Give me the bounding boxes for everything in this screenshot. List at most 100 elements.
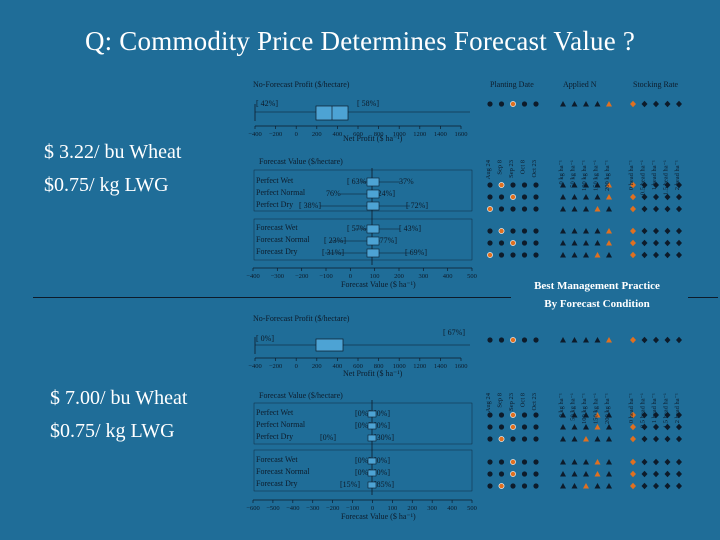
bottom-fv-planting-marker	[521, 424, 528, 430]
best-management-line1: Best Management Practice	[534, 280, 660, 292]
top-lwg-price: $0.75/ kg LWG	[44, 174, 169, 196]
top-fv-stocking-marker	[676, 193, 682, 201]
bottom-fv-nitrogen-marker	[560, 459, 566, 465]
bottom-nitrogen-label: 150 kg ha⁻¹	[593, 393, 600, 424]
top-fv-axis-tick-label: 500	[467, 273, 477, 280]
top-nf-stocking-marker	[653, 100, 659, 108]
bottom-fv-planting-marker	[533, 483, 539, 489]
top-fv-planting-marker	[521, 228, 528, 234]
bottom-nitrogen-label: 200 kg ha⁻¹	[604, 393, 611, 424]
bottom-nf-axis-tick-label: 600	[353, 363, 363, 370]
bottom-fv-stocking-marker	[653, 458, 659, 466]
top-nf-stocking-marker	[664, 100, 671, 108]
bottom-perfect-pct-1: [0%]	[374, 409, 390, 418]
top-fv-nitrogen-marker	[583, 228, 589, 234]
bottom-fv-planting-marker	[498, 412, 505, 418]
top-fv-axis-tick-label: 0	[349, 273, 352, 280]
top-forecast-pct-5: [ 69%]	[405, 248, 427, 257]
bottom-fv-axis-tick-label: 200	[407, 505, 417, 512]
top-stocking-label: 2 head ha⁻¹	[674, 160, 681, 190]
bottom-fv-planting-marker	[498, 459, 505, 465]
top-fv-stocking-marker	[664, 251, 671, 259]
bottom-fv-nitrogen-marker	[560, 471, 566, 477]
bottom-fv-nitrogen-marker	[571, 459, 578, 465]
bottom-lwg-price: $0.75/ kg LWG	[50, 420, 175, 442]
bottom-fv-nitrogen-marker	[583, 424, 589, 430]
top-fv-stocking-marker	[630, 251, 636, 259]
top-fv-stocking-marker	[664, 205, 671, 213]
top-fv-axis-tick-label: 200	[394, 273, 404, 280]
bottom-nf-nitrogen-marker	[571, 337, 578, 343]
top-nitrogen-label: 0 kg ha⁻¹	[558, 160, 565, 185]
bottom-fv-stocking-marker	[641, 470, 648, 478]
bottom-nf-axis-tick-label: 1400	[434, 363, 447, 370]
bottom-stocking-label: 0.5 head ha⁻¹	[640, 393, 647, 428]
top-fv-planting-marker	[510, 182, 516, 188]
bottom-nf-axis-tick-label: 800	[374, 363, 384, 370]
bottom-nf-stocking-marker	[630, 336, 636, 344]
top-nf-pct-right: [ 58%]	[357, 99, 379, 108]
bottom-fv-axis-tick-label: 100	[387, 505, 397, 512]
top-fv-stocking-marker	[630, 239, 636, 247]
bottom-forecast-pct-4: [15%]	[340, 480, 360, 489]
top-nf-nitrogen-marker	[594, 101, 601, 107]
bottom-nf-stocking-marker	[664, 336, 671, 344]
top-fv-planting-marker	[521, 206, 528, 212]
bottom-fv-nitrogen-marker	[571, 483, 578, 489]
top-fv-axis-tick-label: 300	[418, 273, 428, 280]
bottom-fv-stocking-marker	[630, 411, 636, 419]
top-fv-nitrogen-marker	[583, 194, 589, 200]
bottom-fv-stocking-marker	[676, 423, 682, 431]
top-fv-stocking-marker	[664, 193, 671, 201]
bottom-nf-nitrogen-marker	[560, 337, 566, 343]
top-nf-planting-marker	[498, 101, 505, 107]
top-fv-stocking-marker	[630, 181, 636, 189]
top-fv-planting-marker	[521, 252, 528, 258]
top-nf-planting-marker	[521, 101, 528, 107]
bottom-fv-stocking-marker	[676, 470, 682, 478]
bottom-fv-axis-tick-label: −200	[326, 505, 339, 512]
bottom-fv-nitrogen-marker	[583, 412, 589, 418]
top-nitrogen-label: 150 kg ha⁻¹	[593, 160, 600, 191]
top-fv-nitrogen-marker	[606, 182, 612, 188]
bottom-fv-nitrogen-marker	[583, 483, 589, 489]
bottom-nf-pct-left: [ 0%]	[256, 334, 274, 343]
top-nf-axis-tick-label: 1200	[413, 131, 426, 138]
top-fv-axis-tick-label: −300	[271, 273, 284, 280]
top-fv-stocking-marker	[664, 227, 671, 235]
top-fv-nitrogen-marker	[571, 228, 578, 234]
top-fv-planting-marker	[521, 182, 528, 188]
bottom-perfect-frame	[253, 402, 473, 445]
top-fv-nitrogen-marker	[606, 252, 612, 258]
top-fv-nitrogen-marker	[560, 228, 566, 234]
top-forecast-pct-2: [ 23%]	[324, 236, 346, 245]
bottom-price-block: $ 7.00/ bu Wheat $0.75/ kg LWG	[50, 382, 187, 448]
top-fv-planting-marker	[510, 252, 516, 258]
bottom-fv-nitrogen-marker	[606, 471, 612, 477]
bottom-fv-stocking-marker	[664, 458, 671, 466]
bottom-nf-axis-tick-label: −200	[269, 363, 282, 370]
top-fv-planting-marker	[521, 194, 528, 200]
top-forecast-pct-1: [ 43%]	[399, 224, 421, 233]
top-planting-label: Oct 23	[531, 160, 538, 178]
top-fv-stocking-marker	[653, 227, 659, 235]
bottom-fv-stocking-marker	[676, 482, 682, 490]
section-divider-right	[688, 297, 718, 298]
top-forecast-pct-0: [ 57%]	[347, 224, 369, 233]
top-fv-planting-marker	[510, 240, 516, 246]
top-planting-label: Aug 24	[485, 159, 492, 179]
bottom-perfect-pct-2: [0%]	[355, 421, 371, 430]
bottom-wheat-price: $ 7.00/ bu Wheat	[50, 387, 188, 409]
top-nf-axis-tick-label: 1400	[434, 131, 447, 138]
top-fv-stocking-marker	[664, 239, 671, 247]
bottom-fv-nitrogen-marker	[606, 424, 612, 430]
bottom-fv-axis-tick-label: −300	[306, 505, 319, 512]
bottom-fv-stocking-marker	[653, 482, 659, 490]
bottom-nf-axis-tick-label: 200	[312, 363, 322, 370]
top-fv-nitrogen-marker	[594, 206, 601, 212]
top-fv-planting-marker	[487, 240, 493, 246]
bottom-forecast-wet: Forecast Wet	[256, 455, 298, 464]
top-nf-axis-tick-label: 1000	[393, 131, 406, 138]
top-fv-stocking-marker	[630, 193, 636, 201]
